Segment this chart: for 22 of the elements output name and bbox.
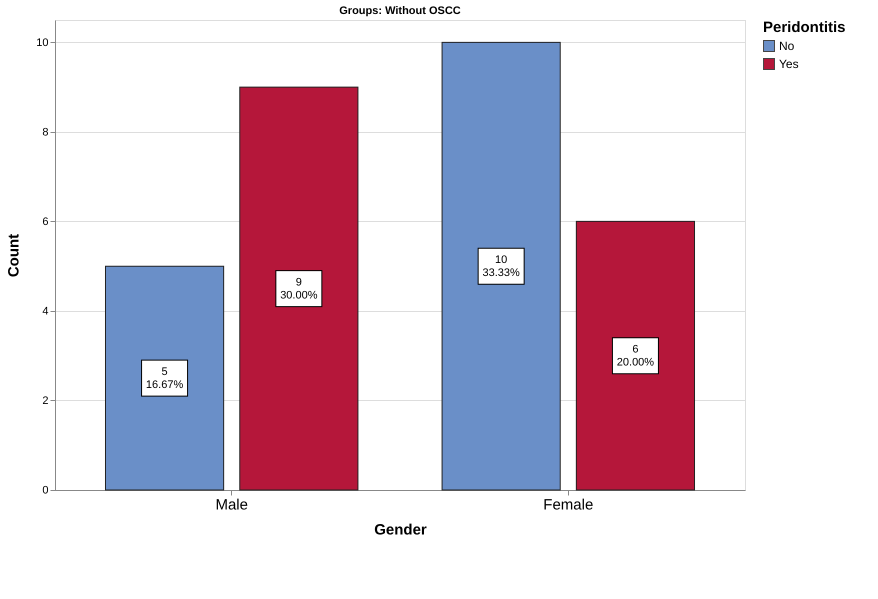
y-axis-title: Count [5, 234, 22, 278]
y-tick-label: 0 [42, 484, 48, 496]
chart-title: Groups: Without OSCC [339, 5, 461, 17]
bar [104, 266, 224, 490]
bar [576, 220, 696, 490]
legend-label: Yes [779, 57, 799, 71]
x-tick-label: Male [215, 496, 248, 514]
x-tick-label: Female [543, 496, 594, 514]
legend-title: Peridontitis [763, 19, 846, 36]
data-label: 10 33.33% [482, 254, 520, 280]
y-tick-label: 10 [36, 36, 48, 49]
x-axis-title: Gender [374, 522, 427, 538]
y-tick-label: 2 [42, 394, 48, 407]
data-label: 9 30.00% [280, 276, 318, 302]
legend-label: No [779, 39, 795, 53]
data-label: 6 20.00% [616, 344, 654, 369]
y-tick-label: 8 [42, 126, 48, 138]
bar [239, 86, 358, 490]
y-tick-label: 6 [42, 216, 48, 228]
y-tick-label: 4 [42, 305, 48, 318]
bar [442, 42, 561, 490]
data-label: 5 16.67% [146, 366, 184, 392]
